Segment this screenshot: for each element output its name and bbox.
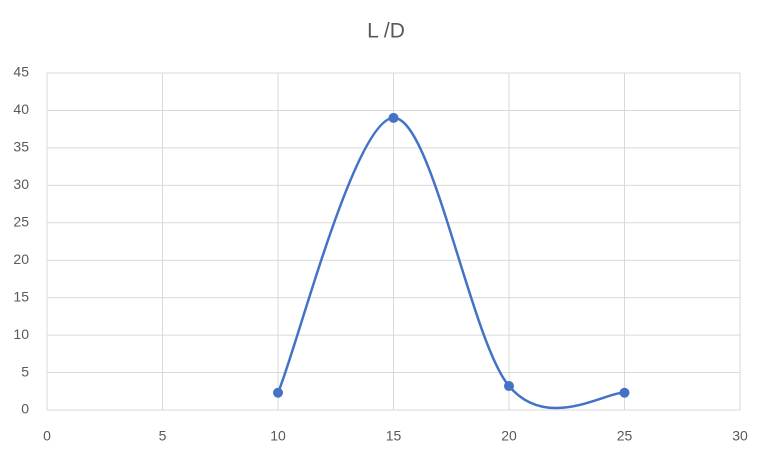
y-tick-label: 0 xyxy=(21,401,29,417)
data-point xyxy=(504,381,514,392)
y-tick-label: 5 xyxy=(21,363,29,379)
y-tick-label: 40 xyxy=(13,101,29,117)
data-line xyxy=(276,116,625,410)
x-tick-label: 15 xyxy=(386,428,402,444)
y-tick-label: 30 xyxy=(13,176,29,192)
y-tick-label: 20 xyxy=(13,251,29,267)
y-tick-label: 15 xyxy=(13,288,29,304)
x-tick-label: 10 xyxy=(270,428,286,444)
data-point xyxy=(388,112,399,123)
chart-title: L /D xyxy=(367,20,405,43)
x-tick-label: 5 xyxy=(159,428,167,444)
y-tick-label: 35 xyxy=(13,139,29,155)
data-point xyxy=(273,387,283,398)
x-tick-label: 25 xyxy=(617,428,633,444)
y-tick-label: 25 xyxy=(13,213,29,229)
x-tick-label: 0 xyxy=(43,428,51,444)
y-tick-label: 45 xyxy=(13,64,29,80)
y-tick-label: 10 xyxy=(13,326,29,342)
x-tick-label: 20 xyxy=(501,428,517,444)
data-point xyxy=(619,387,630,398)
x-tick-label: 30 xyxy=(732,428,748,444)
